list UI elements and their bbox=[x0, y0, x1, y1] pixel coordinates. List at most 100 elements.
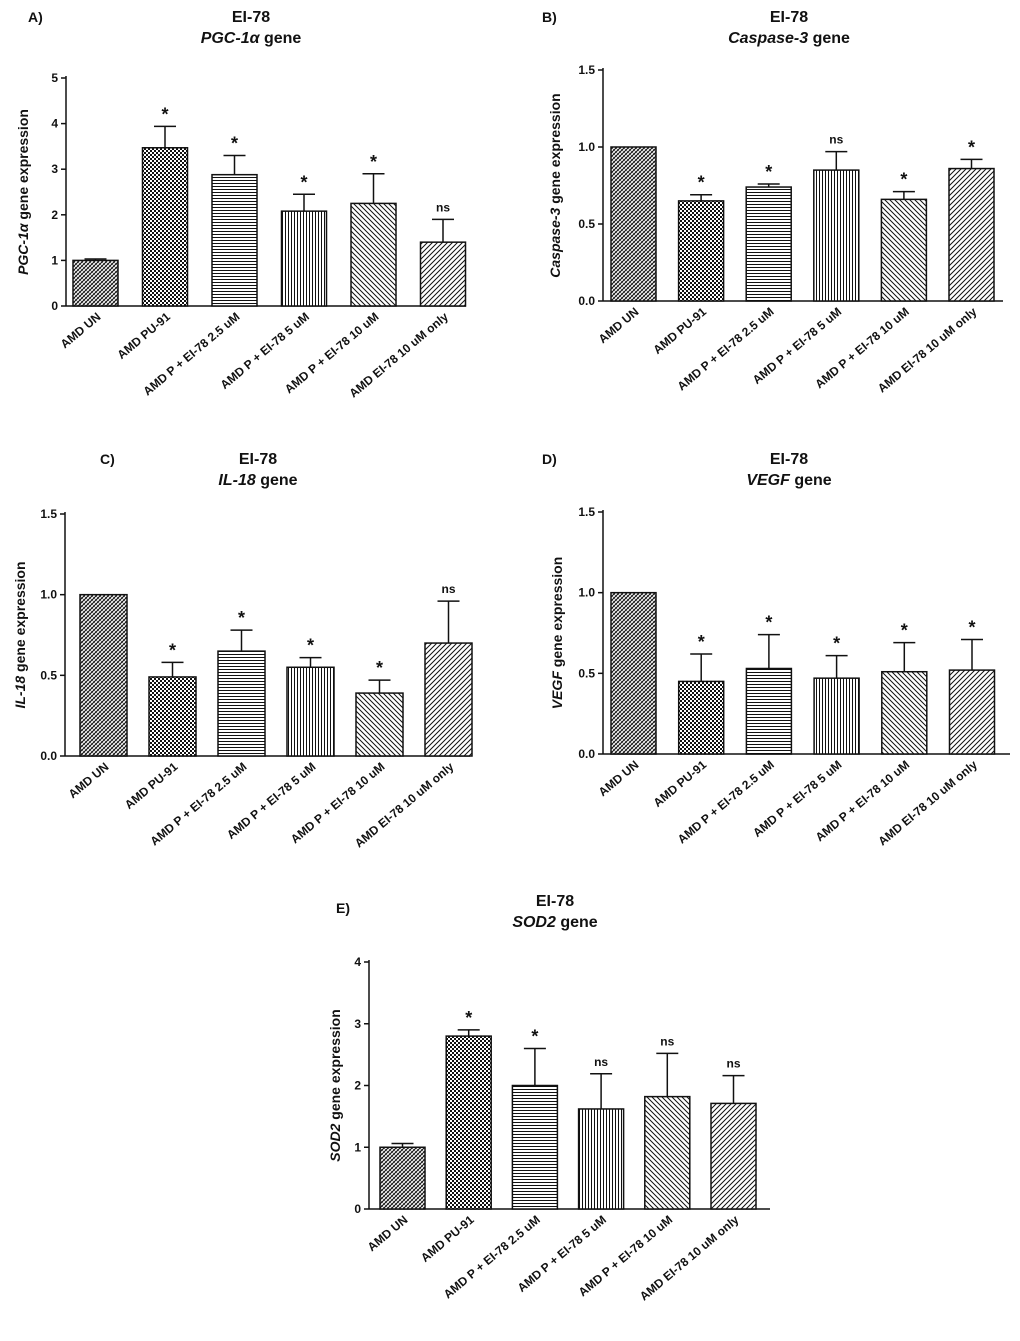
gene-name: Caspase-3 bbox=[728, 30, 808, 47]
bar bbox=[79, 593, 128, 757]
bar bbox=[286, 666, 335, 757]
y-axis-gene: VEGF bbox=[549, 671, 565, 710]
chart-title: EI-78 bbox=[770, 451, 808, 468]
chart-title: EI-78 bbox=[536, 893, 574, 910]
y-axis-gene: PGC-1α bbox=[15, 222, 31, 275]
significance-label: * bbox=[307, 636, 314, 656]
bar bbox=[148, 676, 197, 757]
significance-label: * bbox=[376, 658, 383, 678]
y-tick-label: 1 bbox=[354, 1140, 361, 1154]
y-tick-label: 3 bbox=[354, 1017, 361, 1031]
significance-label: * bbox=[968, 137, 975, 157]
significance-label: * bbox=[765, 613, 772, 633]
y-tick-label: 1.0 bbox=[40, 588, 57, 602]
y-axis-title: PGC-1α gene expression bbox=[15, 109, 31, 275]
y-tick-label: 4 bbox=[51, 117, 58, 131]
significance-label: ns bbox=[594, 1055, 608, 1069]
gene-suffix: gene bbox=[556, 914, 598, 931]
category-label: AMD UN bbox=[365, 1213, 411, 1255]
bar bbox=[355, 692, 404, 757]
gene-suffix: gene bbox=[260, 30, 302, 47]
chart-title: EI-78 bbox=[770, 9, 808, 26]
chart-subtitle: Caspase-3 gene bbox=[728, 30, 850, 47]
significance-label: ns bbox=[829, 133, 843, 147]
significance-label: ns bbox=[436, 200, 450, 214]
y-tick-label: 2 bbox=[354, 1079, 361, 1093]
y-tick-label: 1.5 bbox=[578, 63, 595, 77]
bar bbox=[379, 1146, 426, 1210]
bar bbox=[610, 591, 657, 755]
y-tick-label: 0 bbox=[51, 299, 58, 313]
y-tick-label: 0.5 bbox=[40, 668, 57, 682]
y-tick-label: 1.5 bbox=[578, 505, 595, 519]
category-label: AMD UN bbox=[66, 760, 112, 802]
bar bbox=[211, 173, 258, 307]
significance-label: * bbox=[900, 170, 907, 190]
y-axis-gene: Caspase-3 bbox=[547, 207, 563, 277]
category-label: AMD PU-91 bbox=[114, 309, 173, 362]
bar bbox=[948, 669, 996, 755]
bar bbox=[445, 1035, 492, 1210]
gene-name: PGC-1α bbox=[201, 30, 261, 47]
gene-suffix: gene bbox=[808, 30, 850, 47]
panel-letter: E) bbox=[336, 900, 350, 916]
category-label: AMD PU-91 bbox=[650, 304, 709, 357]
significance-label: * bbox=[300, 172, 307, 192]
bar bbox=[350, 202, 397, 307]
significance-label: * bbox=[698, 173, 705, 193]
y-axis-rest: gene expression bbox=[549, 557, 565, 671]
bar bbox=[880, 198, 928, 302]
bar bbox=[948, 167, 995, 302]
bar bbox=[280, 210, 328, 307]
category-label: AMD PU-91 bbox=[418, 1212, 477, 1265]
bar bbox=[813, 169, 860, 302]
bar bbox=[610, 146, 657, 302]
category-label: AMD UN bbox=[596, 305, 642, 347]
y-tick-label: 2 bbox=[51, 208, 58, 222]
chart-subtitle: SOD2 gene bbox=[512, 914, 597, 931]
significance-label: * bbox=[231, 134, 238, 154]
y-tick-label: 0.0 bbox=[578, 294, 595, 308]
panel-letter: A) bbox=[28, 9, 43, 25]
y-tick-label: 0.5 bbox=[578, 666, 595, 680]
y-axis-rest: gene expression bbox=[327, 1009, 343, 1123]
bar bbox=[813, 677, 860, 755]
chart-subtitle: IL-18 gene bbox=[218, 472, 297, 489]
y-axis-gene: IL-18 bbox=[12, 676, 28, 709]
bar bbox=[217, 650, 266, 757]
significance-label: * bbox=[765, 162, 772, 182]
y-tick-label: 0.0 bbox=[40, 749, 57, 763]
significance-label: * bbox=[465, 1008, 472, 1028]
significance-label: ns bbox=[726, 1057, 740, 1071]
bar bbox=[881, 670, 928, 755]
y-axis-rest: gene expression bbox=[15, 109, 31, 223]
y-axis-title: SOD2 gene expression bbox=[327, 1009, 343, 1162]
significance-label: * bbox=[161, 104, 168, 124]
significance-label: * bbox=[833, 634, 840, 654]
bar bbox=[419, 241, 467, 307]
bar bbox=[677, 200, 725, 302]
y-tick-label: 5 bbox=[51, 71, 58, 85]
y-axis-rest: gene expression bbox=[547, 93, 563, 207]
panel-letter: B) bbox=[542, 9, 557, 25]
y-axis-title: Caspase-3 gene expression bbox=[547, 93, 563, 277]
panel-letter: C) bbox=[100, 451, 115, 467]
gene-name: IL-18 bbox=[218, 472, 255, 489]
significance-label: * bbox=[238, 608, 245, 628]
category-label: AMD UN bbox=[58, 310, 104, 352]
y-tick-label: 0.0 bbox=[578, 747, 595, 761]
bar bbox=[745, 667, 793, 755]
gene-name: SOD2 bbox=[512, 914, 556, 931]
bar bbox=[72, 259, 119, 307]
y-tick-label: 1.0 bbox=[578, 586, 595, 600]
y-axis-gene: SOD2 bbox=[327, 1123, 343, 1161]
chart-title: EI-78 bbox=[232, 9, 270, 26]
significance-label: ns bbox=[441, 582, 455, 596]
y-axis-title: VEGF gene expression bbox=[549, 557, 565, 710]
chart-subtitle: VEGF gene bbox=[746, 472, 831, 489]
